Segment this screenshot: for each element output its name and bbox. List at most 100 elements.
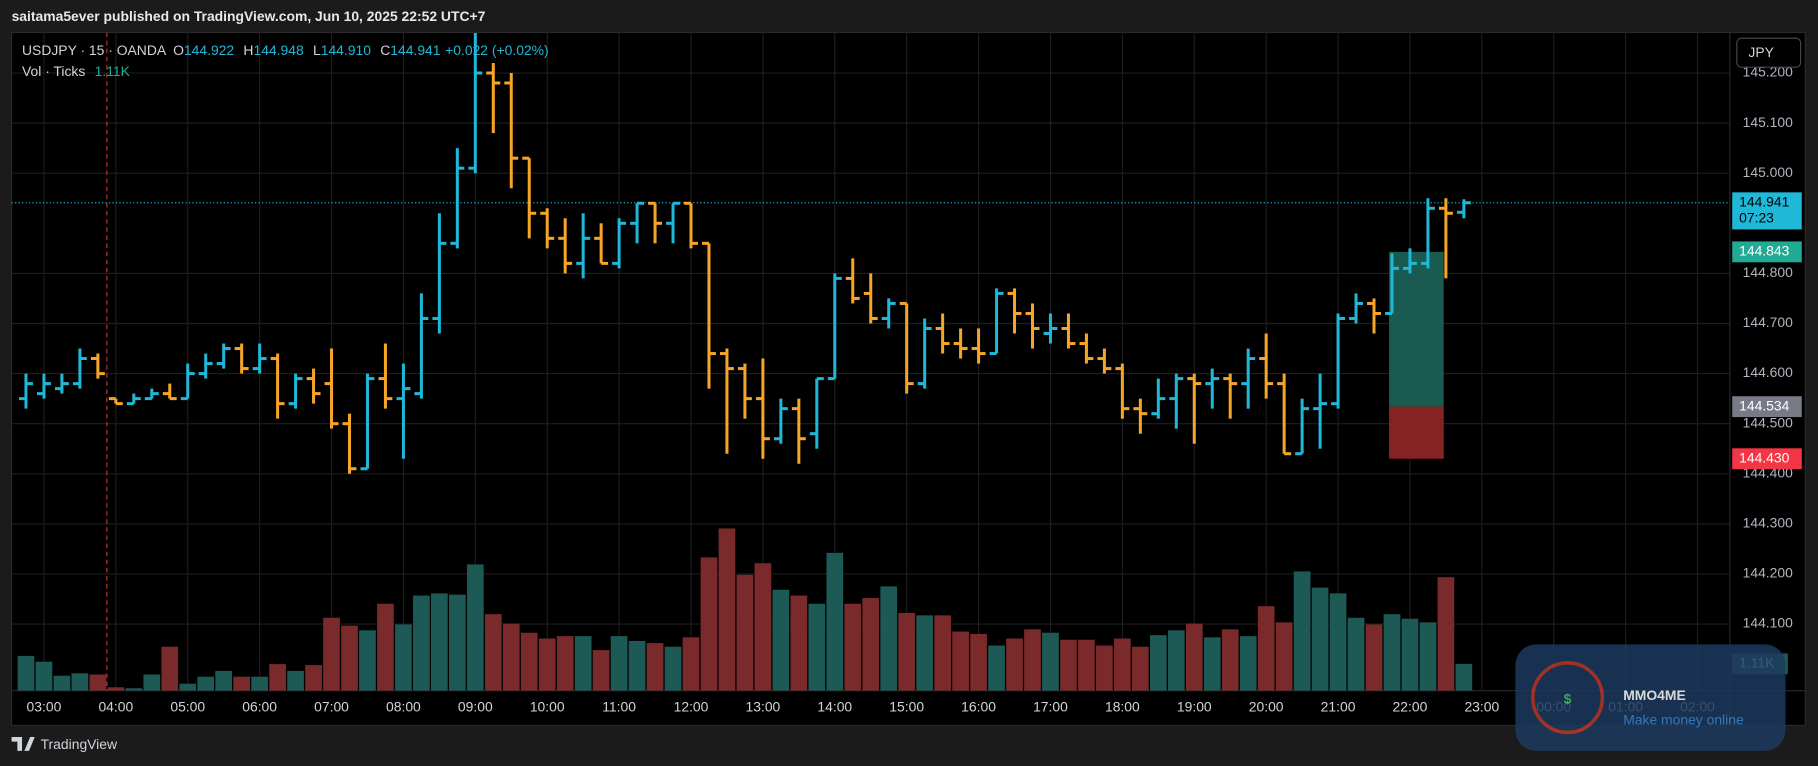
position-tool (1389, 251, 1444, 459)
volume-bar (898, 612, 916, 691)
volume-bar (1096, 645, 1113, 691)
x-tick-label: 22:00 (1393, 699, 1428, 715)
volume-bar (1006, 638, 1023, 691)
volume-bar (53, 675, 71, 691)
x-tick-label: 17:00 (1033, 699, 1068, 715)
volume-legend: Vol · Ticks 1.11K (22, 63, 131, 79)
volume-bar (1131, 646, 1149, 691)
volume-bar (574, 636, 592, 691)
x-tick-label: 06:00 (242, 699, 277, 715)
footer-brand: TradingView (11, 736, 118, 752)
volume-bar (952, 631, 969, 691)
y-tick-label: 144.700 (1743, 314, 1793, 330)
volume-bar (916, 615, 934, 691)
plot (11, 32, 1730, 691)
x-tick-label: 05:00 (170, 699, 205, 715)
currency-button-label[interactable]: JPY (1748, 44, 1773, 60)
volume-bar (35, 661, 53, 691)
entry-tag-text: 144.534 (1739, 397, 1789, 413)
volume-bar (1078, 639, 1095, 691)
ohlc-value: 144.941 (390, 42, 440, 58)
volume-bar (1311, 587, 1329, 691)
volume-bar (1203, 637, 1221, 691)
volume-bar (1239, 636, 1257, 691)
volume-bar (1455, 663, 1473, 691)
volume-bar (395, 624, 412, 691)
y-tick-label: 144.600 (1743, 364, 1793, 380)
ohlc-key: O (173, 42, 184, 58)
volume-bar (1401, 618, 1419, 691)
ohlc-value: 144.922 (184, 42, 234, 58)
last-price-box (1732, 192, 1802, 230)
volume-bar (628, 640, 646, 691)
volume-bar (754, 563, 772, 691)
volume-pane (17, 528, 1473, 691)
volume-value: 1.11K (95, 63, 131, 79)
volume-bar (287, 670, 304, 691)
volume-bar (17, 655, 35, 691)
volume-bar (1437, 577, 1455, 691)
watermark-box (1515, 644, 1786, 751)
volume-bar (179, 683, 197, 691)
volume-bar (1365, 624, 1383, 691)
watermark-subtitle: Make money online (1623, 711, 1744, 727)
y-tick-label: 145.100 (1743, 114, 1793, 130)
watermark-icon: $ (1564, 691, 1572, 707)
volume-bar (538, 638, 556, 691)
ohlc-key: H (243, 42, 253, 58)
ohlc-key: C (380, 42, 390, 58)
volume-bar (1167, 630, 1185, 691)
volume-bar (71, 673, 89, 691)
profit-zone (1389, 251, 1444, 407)
x-tick-label: 20:00 (1249, 699, 1284, 715)
volume-bar (1383, 614, 1401, 691)
volume-bar (251, 676, 268, 691)
x-tick-label: 21:00 (1321, 699, 1356, 715)
watermark: $ MMO4ME Make money online (1515, 644, 1786, 751)
currency-button-frame[interactable] (1736, 37, 1802, 68)
price-bars (11, 32, 1730, 474)
volume-bar (502, 623, 520, 691)
y-tick-label: 145.000 (1743, 164, 1793, 180)
volume-bar (341, 625, 358, 691)
y-tick-label: 144.500 (1743, 414, 1793, 430)
stop-tag-box (1732, 448, 1802, 470)
volume-bar (215, 670, 233, 691)
target-tag-text: 144.843 (1739, 243, 1789, 259)
volume-bar (646, 643, 664, 691)
y-tick-label: 144.300 (1743, 515, 1793, 531)
volume-bar (466, 564, 484, 691)
volume-bar (610, 636, 628, 691)
volume-bar (934, 615, 951, 691)
currency-button[interactable]: JPY (1736, 37, 1802, 68)
volume-bar (772, 589, 790, 691)
volume-bar (682, 637, 700, 691)
volume-bar (1257, 606, 1275, 691)
volume-bar (305, 665, 322, 691)
volume-bar (1275, 622, 1293, 691)
volume-bar (377, 603, 394, 691)
last-price-text: 144.941 (1739, 193, 1789, 209)
volume-bar (1149, 635, 1167, 691)
x-tick-label: 23:00 (1464, 699, 1499, 715)
volume-bar (1185, 623, 1203, 691)
x-tick-label: 15:00 (889, 699, 924, 715)
volume-bar (323, 617, 340, 691)
volume-bar (1221, 629, 1239, 691)
volume-bar (107, 687, 125, 691)
ohlc-value: 144.910 (321, 42, 371, 58)
symbol-legend: USDJPY · 15 · OANDA O144.922 H144.948 L144.… (22, 42, 549, 58)
volume-bar (988, 645, 1005, 691)
volume-bar (1042, 632, 1059, 691)
volume-bar (431, 593, 448, 691)
volume-bar (359, 630, 376, 691)
volume-bar (826, 552, 844, 691)
volume-bar (862, 597, 880, 691)
volume-bar (556, 636, 574, 691)
volume-bar (1293, 571, 1311, 691)
loss-zone (1389, 406, 1444, 459)
ohlc-value: 144.948 (253, 42, 303, 58)
volume-bar (1060, 639, 1077, 691)
